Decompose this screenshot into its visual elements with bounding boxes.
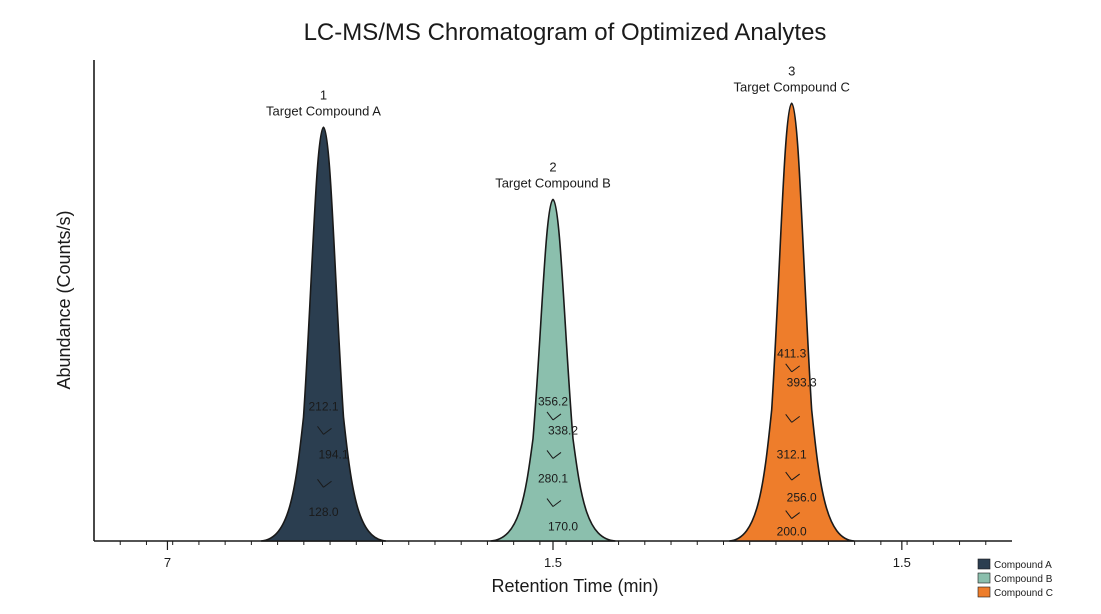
fragment-label: 256.0 [787, 491, 817, 505]
x-tick-label: 1.5 [544, 555, 562, 570]
bond-line [552, 500, 562, 507]
x-tick-label: 1.5 [893, 555, 911, 570]
legend-label: Compound C [994, 588, 1053, 599]
peak-area-2 [490, 198, 616, 542]
bond-line [552, 413, 562, 421]
legend-swatch [977, 572, 991, 584]
peak-area-3 [729, 102, 855, 542]
legend-label: Compound B [994, 574, 1053, 585]
fragment-structure-3 [785, 363, 800, 519]
fragment-label: 312.1 [777, 447, 807, 461]
bond-line [785, 414, 793, 423]
bond-line [785, 471, 793, 481]
peak-number-2: 2 [549, 159, 556, 174]
x-tick-label: 7 [164, 555, 171, 570]
peak-number-3: 3 [788, 63, 795, 78]
fragment-label: 170.0 [548, 520, 578, 534]
fragment-label: 212.1 [308, 399, 338, 413]
fragment-label: 128.0 [308, 505, 338, 519]
legend: Compound A Compound B Compound C [977, 558, 1053, 599]
x-axis-label: Retention Time (min) [491, 576, 658, 596]
legend-label: Compound A [994, 560, 1052, 571]
fragment-structure-1 [317, 426, 332, 488]
bond-line [791, 512, 800, 519]
bond-line [546, 450, 554, 459]
peak-label-3: Target Compound C [734, 79, 850, 94]
fragment-label: 356.2 [538, 395, 568, 409]
peak-label-1: Target Compound A [266, 103, 381, 118]
fragment-label: 194.1 [318, 447, 348, 461]
peak-label-2: Target Compound B [495, 175, 611, 190]
bond-line [552, 452, 562, 459]
bond-line [323, 427, 332, 435]
peak-area-1 [260, 126, 387, 542]
bond-line [785, 363, 793, 373]
bond-line [791, 365, 800, 373]
bond-line [317, 426, 324, 435]
fragment-label: 393.3 [787, 375, 817, 389]
chart-title: LC-MS/MS Chromatogram of Optimized Analy… [304, 19, 827, 46]
fragment-label: 200.0 [777, 524, 807, 538]
bond-line [791, 415, 800, 423]
bond-line [317, 478, 324, 488]
fragment-label: 280.1 [538, 471, 568, 485]
bond-line [323, 480, 332, 488]
x-tick-labels: 7 1.5 1.5 [164, 541, 911, 570]
bond-line [791, 473, 800, 481]
legend-swatch [977, 558, 991, 570]
fragment-label: 338.2 [548, 423, 578, 437]
fragment-label: 411.3 [777, 346, 806, 360]
fragment-structure-2 [546, 411, 562, 507]
peak-number-1: 1 [320, 87, 327, 102]
bond-line [546, 411, 554, 421]
legend-swatch [977, 586, 991, 598]
y-axis-label: Abundance (Counts/s) [54, 210, 74, 389]
bond-line [546, 498, 554, 507]
bond-line [785, 510, 793, 519]
